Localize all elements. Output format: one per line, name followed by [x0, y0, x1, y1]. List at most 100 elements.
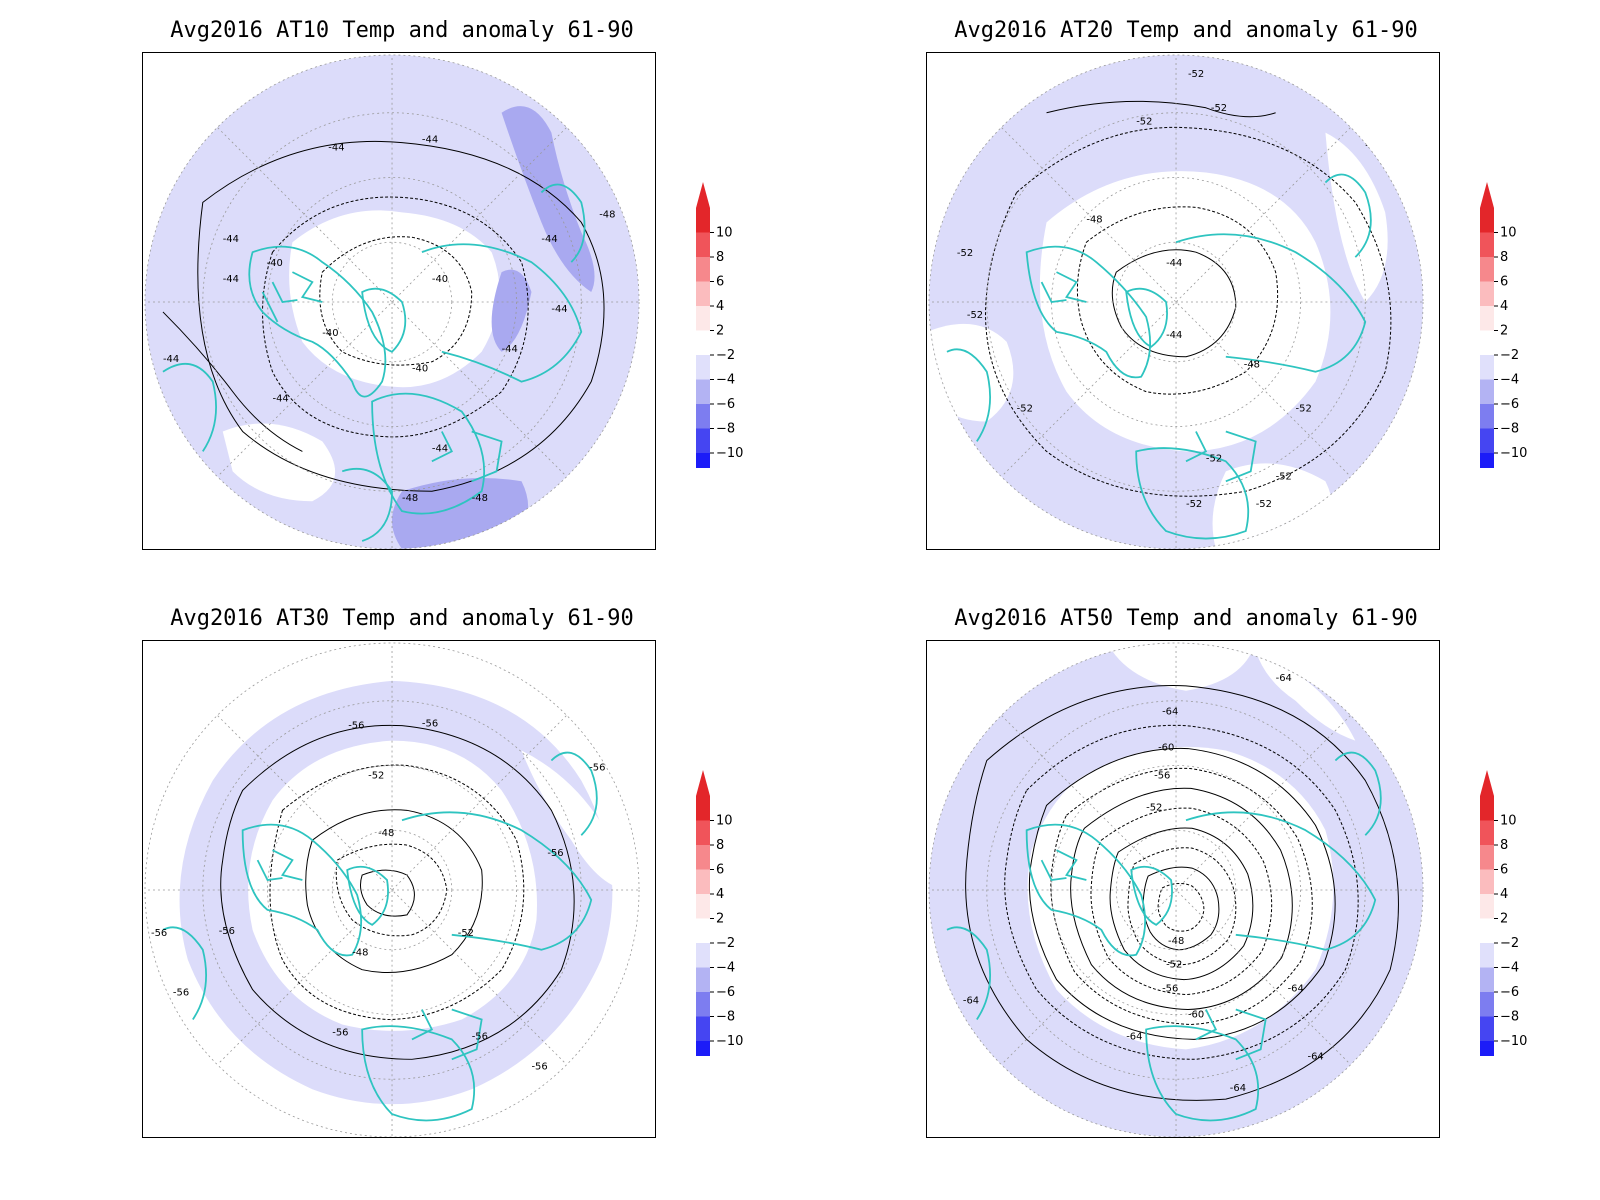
- polar-map: -44 -44 -44 -44 -40 -40 -40 -40 -44 -44 -44 -4…: [142, 52, 656, 550]
- colorbar-label: 10: [716, 226, 733, 241]
- colorbar-segment: [1480, 208, 1494, 233]
- colorbar-label: −8: [716, 422, 735, 437]
- svg-text:-52: -52: [368, 770, 384, 781]
- svg-text:-48: -48: [402, 493, 418, 504]
- colorbar-segment: [696, 1016, 710, 1041]
- svg-text:-48: -48: [1086, 214, 1102, 225]
- svg-text:-52: -52: [1136, 117, 1152, 128]
- colorbar-label: 8: [1500, 250, 1508, 265]
- svg-text:-56: -56: [332, 1027, 348, 1038]
- colorbar-segment: [1480, 1041, 1494, 1066]
- anomaly-region: [1027, 746, 1334, 1050]
- svg-text:-52: -52: [1206, 453, 1222, 464]
- svg-text:-52: -52: [1211, 103, 1227, 114]
- svg-text:-44: -44: [163, 354, 179, 365]
- colorbar-segment: [696, 796, 710, 821]
- colorbar-label: −2: [1500, 348, 1519, 363]
- isotherms: [220, 724, 575, 1060]
- svg-text:-48: -48: [378, 828, 394, 839]
- svg-text:-56: -56: [589, 762, 605, 773]
- colorbar-label: 8: [716, 250, 724, 265]
- colorbar-segment: [1480, 894, 1494, 919]
- map-svg: -52 -52 -52 -52 -48 -44 -44 -48 -52 -52 -52 -5…: [928, 54, 1424, 549]
- colorbar-label: −2: [1500, 936, 1519, 951]
- polar-map: -52 -52 -52 -52 -48 -44 -44 -48 -52 -52 -52 -5…: [926, 52, 1440, 550]
- svg-text:-48: -48: [472, 493, 488, 504]
- colorbar-label: 4: [716, 299, 724, 314]
- coastlines: [946, 751, 1382, 1122]
- colorbar-segment: [1480, 330, 1494, 355]
- colorbar-label: 2: [716, 324, 724, 339]
- colorbar-label: −10: [1500, 1034, 1527, 1049]
- anomaly-region: [501, 106, 595, 293]
- colorbar-label: −2: [716, 936, 735, 951]
- svg-text:-60: -60: [1188, 1009, 1204, 1020]
- svg-text:-56: -56: [1162, 984, 1178, 995]
- anomaly-region: [222, 423, 336, 502]
- colorbar-label: −6: [1500, 397, 1519, 412]
- panel-at20: Avg2016 AT20 Temp and anomaly 61-90: [926, 18, 1600, 578]
- colorbar-segment: [696, 967, 710, 992]
- colorbar-segment: [1480, 453, 1494, 478]
- svg-text:-44: -44: [422, 135, 438, 146]
- svg-text:-40: -40: [412, 364, 428, 375]
- colorbar-svg: 10 8 6 4 2 −2 −4 −6 −8 −10: [1480, 770, 1527, 1092]
- colorbar-arrow-up: [696, 182, 710, 208]
- colorbar-segment: [696, 453, 710, 478]
- colorbar-segment: [1480, 918, 1494, 943]
- polar-map: -64 -64 -60 -56 -52 -48 -52 -56 -60 -64 -64 -6…: [926, 640, 1440, 1138]
- svg-text:-48: -48: [1244, 360, 1260, 371]
- colorbar-label: −6: [1500, 985, 1519, 1000]
- colorbar-segment: [1480, 257, 1494, 282]
- colorbar-segment: [696, 918, 710, 943]
- colorbar-label: −8: [1500, 1010, 1519, 1025]
- anomaly-region: [289, 210, 500, 388]
- colorbar-label: −2: [716, 348, 735, 363]
- isotherms: [162, 140, 605, 492]
- colorbar-segment: [1480, 820, 1494, 845]
- colorbar-label: −8: [716, 1010, 735, 1025]
- svg-text:-60: -60: [1158, 743, 1174, 754]
- colorbar-segment: [696, 894, 710, 919]
- colorbar-segment: [1480, 232, 1494, 257]
- graticule: [145, 642, 640, 1137]
- anomaly-region: [1255, 650, 1356, 741]
- coastlines: [946, 173, 1372, 540]
- colorbar-label: 2: [1500, 324, 1508, 339]
- colorbar-segment: [696, 232, 710, 257]
- colorbar-label: 4: [1500, 887, 1508, 902]
- colorbar-segment: [696, 330, 710, 355]
- colorbar-label: −4: [716, 961, 735, 976]
- panel-title: Avg2016 AT50 Temp and anomaly 61-90: [954, 606, 1418, 631]
- svg-text:-48: -48: [599, 209, 615, 220]
- colorbar: 10 8 6 4 2 −2 −4 −6 −8 −10: [692, 766, 762, 1092]
- colorbar-label: −4: [716, 373, 735, 388]
- svg-text:-48: -48: [352, 948, 368, 959]
- colorbar-segment: [696, 845, 710, 870]
- colorbar-segment: [696, 208, 710, 233]
- svg-text:-52: -52: [1296, 404, 1312, 415]
- graticule: [145, 54, 640, 549]
- colorbar-arrow-up: [1480, 182, 1494, 208]
- colorbar-segment: [1480, 967, 1494, 992]
- panel-title: Avg2016 AT30 Temp and anomaly 61-90: [170, 606, 634, 631]
- svg-text:-52: -52: [957, 248, 973, 259]
- colorbar-segment: [1480, 404, 1494, 429]
- colorbar-label: 6: [1500, 863, 1508, 878]
- colorbar-label: 8: [716, 838, 724, 853]
- colorbar-label: 10: [1500, 226, 1517, 241]
- colorbar-segment: [1480, 281, 1494, 306]
- colorbar-label: −6: [716, 985, 735, 1000]
- colorbar-label: 6: [1500, 275, 1508, 290]
- svg-text:-48: -48: [1168, 936, 1184, 947]
- svg-text:-56: -56: [173, 988, 189, 999]
- panel-at10: Avg2016 AT10 Temp and anomaly 61-90: [142, 18, 842, 578]
- panel-title: Avg2016 AT10 Temp and anomaly 61-90: [170, 18, 634, 43]
- svg-text:-56: -56: [422, 719, 438, 730]
- svg-text:-52: -52: [1188, 69, 1204, 80]
- svg-text:-52: -52: [458, 928, 474, 939]
- colorbar-label: −6: [716, 397, 735, 412]
- colorbar-label: 6: [716, 275, 724, 290]
- colorbar-segment: [1480, 869, 1494, 894]
- svg-text:-64: -64: [963, 996, 979, 1007]
